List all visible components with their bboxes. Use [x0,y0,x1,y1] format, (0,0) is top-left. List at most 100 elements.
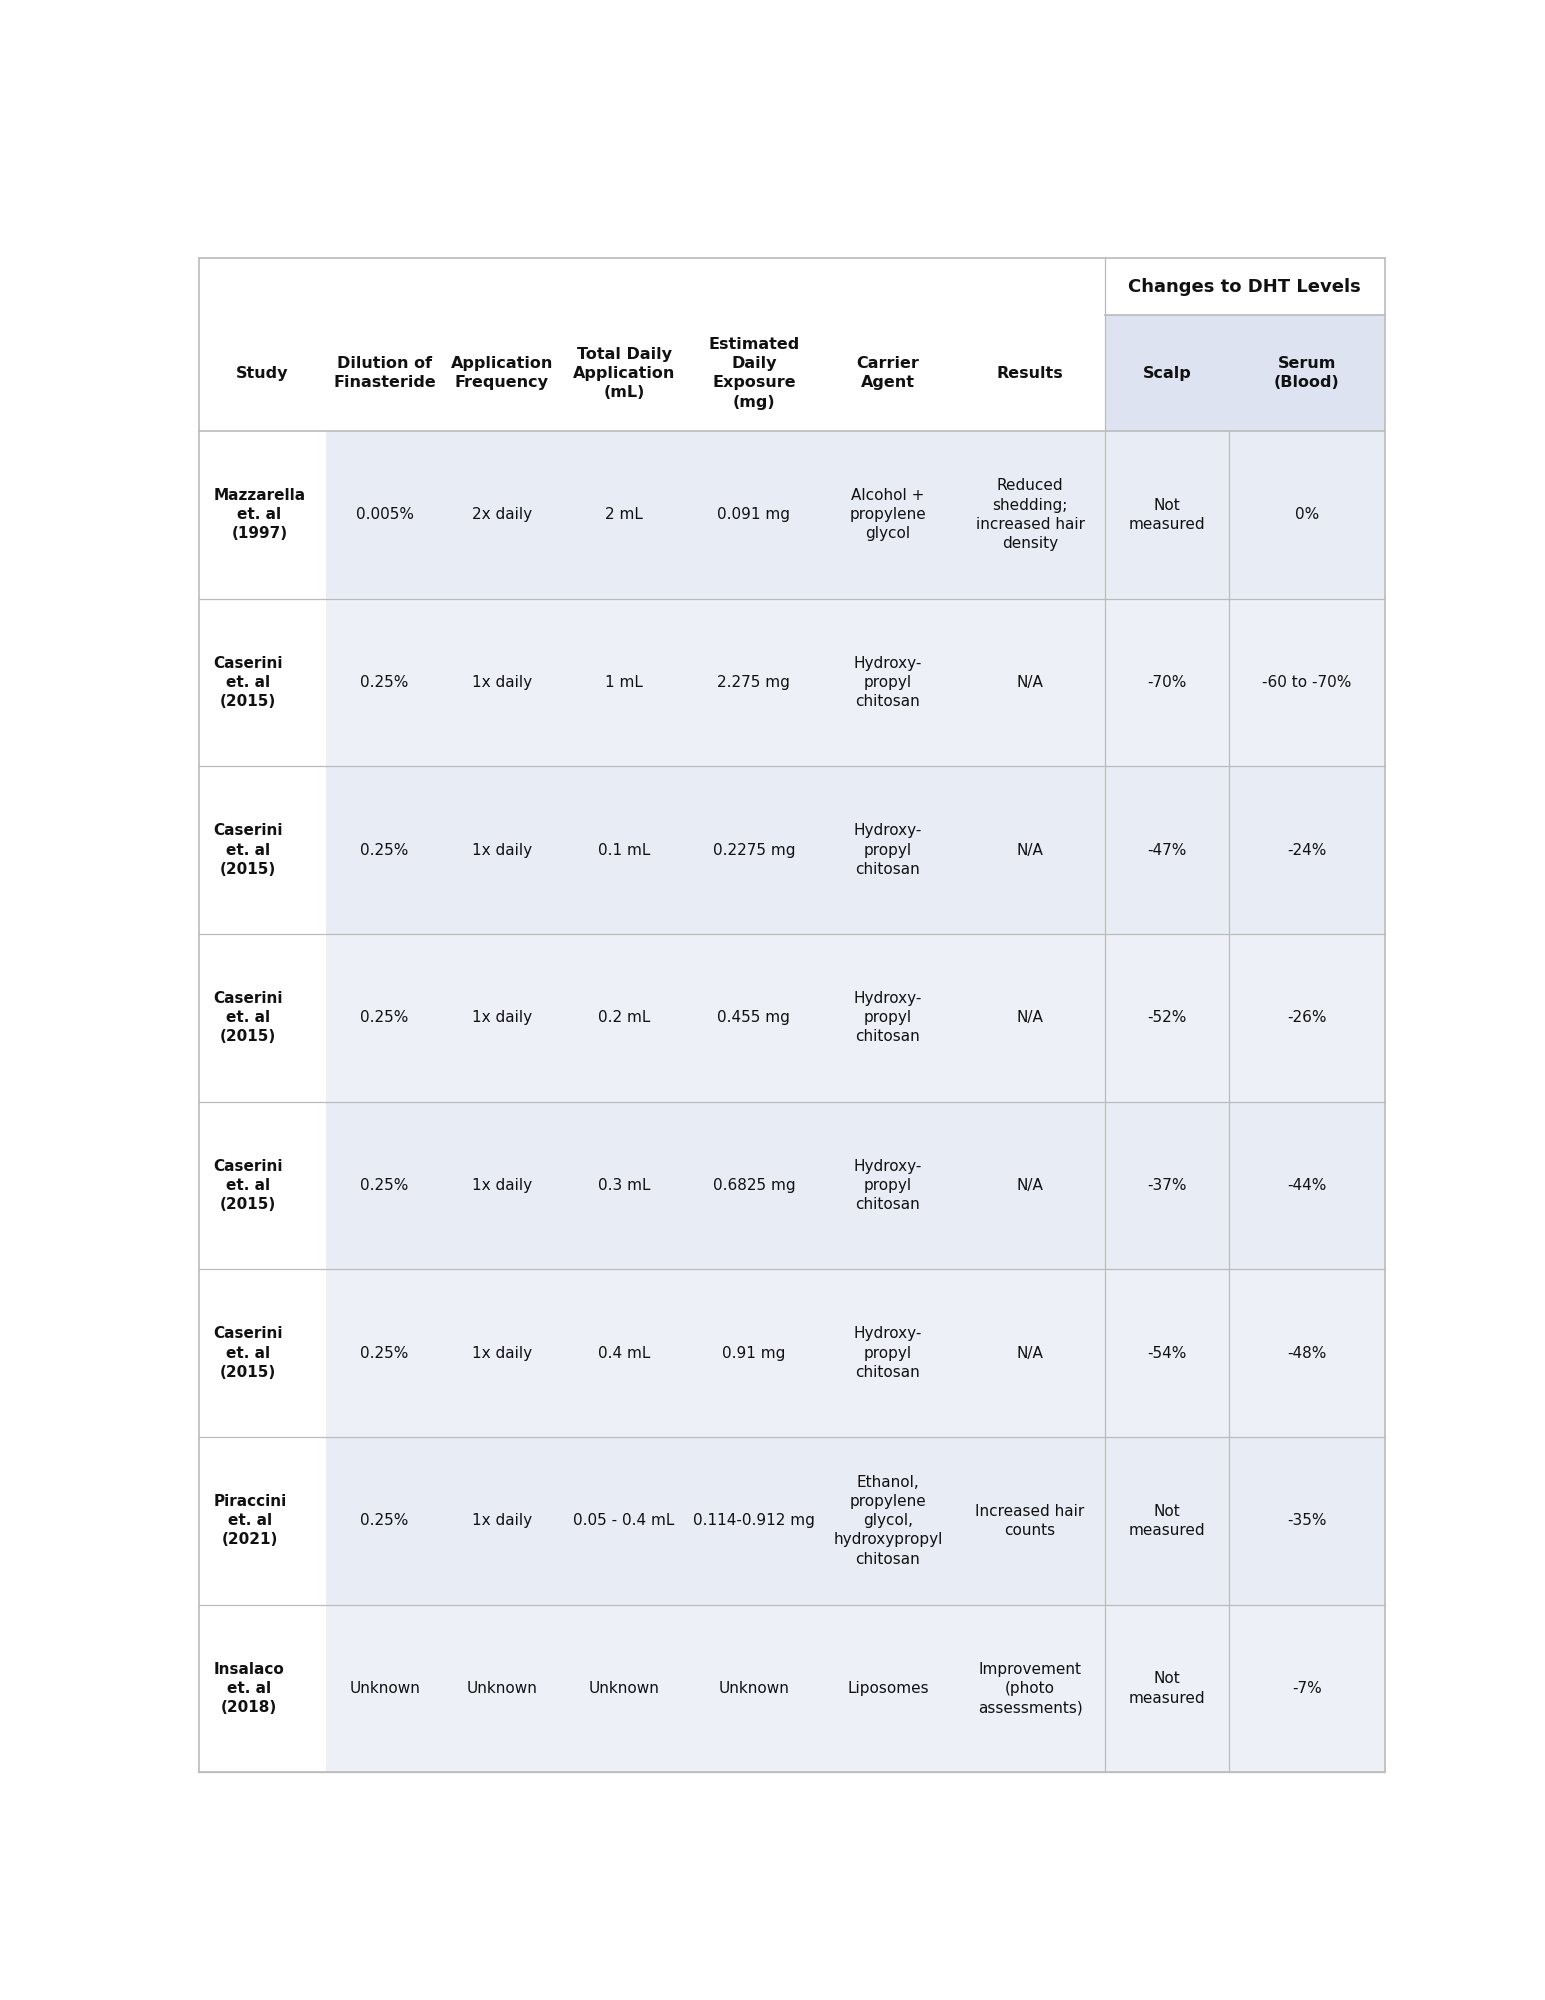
Bar [199,1436,326,1604]
Text: 0.91 mg: 0.91 mg [722,1346,785,1360]
Text: 0.2 mL: 0.2 mL [598,1010,650,1026]
Text: N/A: N/A [1017,674,1043,690]
Text: -47%: -47% [1148,842,1187,858]
Bar [443,1604,561,1772]
Text: 0.4 mL: 0.4 mL [598,1346,650,1360]
Bar [561,766,688,934]
Text: 0.25%: 0.25% [360,1346,409,1360]
Text: Mazzarella
et. al
(1997): Mazzarella et. al (1997) [213,488,306,542]
Bar [561,934,688,1102]
Text: Caserini
et. al
(2015): Caserini et. al (2015) [213,656,283,710]
Bar [443,430,561,598]
Text: N/A: N/A [1017,1346,1043,1360]
Bar [1105,1604,1230,1772]
Bar [326,1270,443,1436]
Bar [1230,766,1384,934]
Bar [199,316,326,430]
Text: Not
measured: Not measured [1129,1672,1205,1706]
Bar [326,766,443,934]
Text: 0.05 - 0.4 mL: 0.05 - 0.4 mL [573,1514,675,1528]
Bar [199,1102,326,1270]
Text: Hydroxy-
propyl
chitosan: Hydroxy- propyl chitosan [854,1158,922,1212]
Bar [820,1102,955,1270]
Bar [955,598,1105,766]
Bar [199,1270,326,1436]
Bar [561,1270,688,1436]
Bar [688,934,820,1102]
Bar [199,430,326,598]
Bar [326,1436,443,1604]
Text: Unknown: Unknown [349,1680,420,1696]
Text: Reduced
shedding;
increased hair
density: Reduced shedding; increased hair density [975,478,1085,552]
Text: Serum
(Blood): Serum (Blood) [1275,356,1340,390]
Text: -54%: -54% [1148,1346,1187,1360]
Bar [955,1436,1105,1604]
Text: Increased hair
counts: Increased hair counts [975,1504,1085,1538]
Text: 0.2275 mg: 0.2275 mg [712,842,796,858]
Text: Results: Results [997,366,1063,380]
Text: 0.005%: 0.005% [355,508,414,522]
Text: Caserini
et. al
(2015): Caserini et. al (2015) [213,1326,283,1380]
Bar [326,598,443,766]
Text: Caserini
et. al
(2015): Caserini et. al (2015) [213,992,283,1044]
Text: Improvement
(photo
assessments): Improvement (photo assessments) [978,1662,1083,1716]
Text: Scalp: Scalp [1143,366,1191,380]
Text: 1x daily: 1x daily [471,1010,531,1026]
Text: 0.455 mg: 0.455 mg [717,1010,791,1026]
Text: Unknown: Unknown [589,1680,660,1696]
Text: 1x daily: 1x daily [471,842,531,858]
Bar [561,1436,688,1604]
Bar [326,430,443,598]
Bar [688,766,820,934]
Text: 0.25%: 0.25% [360,1010,409,1026]
Text: Caserini
et. al
(2015): Caserini et. al (2015) [213,1158,283,1212]
Bar [955,934,1105,1102]
Text: Alcohol +
propylene
glycol: Alcohol + propylene glycol [850,488,925,542]
Bar [1230,1436,1384,1604]
Bar [561,1102,688,1270]
Bar [1105,934,1230,1102]
Text: Unknown: Unknown [718,1680,789,1696]
Bar [199,258,1105,316]
Text: -35%: -35% [1287,1514,1327,1528]
Text: 1x daily: 1x daily [471,1346,531,1360]
Text: 0.25%: 0.25% [360,842,409,858]
Bar [326,316,443,430]
Text: -48%: -48% [1287,1346,1327,1360]
Text: N/A: N/A [1017,1010,1043,1026]
Bar [688,1270,820,1436]
Bar [326,934,443,1102]
Bar [1105,1102,1230,1270]
Bar [326,1604,443,1772]
Bar [1230,316,1384,430]
Bar [199,598,326,766]
Bar [443,1102,561,1270]
Bar [955,1102,1105,1270]
Bar [820,1604,955,1772]
Bar [1105,430,1230,598]
Text: Hydroxy-
propyl
chitosan: Hydroxy- propyl chitosan [854,1326,922,1380]
Bar [1230,1270,1384,1436]
Text: 0.3 mL: 0.3 mL [598,1178,650,1192]
Bar [443,934,561,1102]
Bar [326,1102,443,1270]
Text: Caserini
et. al
(2015): Caserini et. al (2015) [213,824,283,876]
Text: -26%: -26% [1287,1010,1327,1026]
Text: Total Daily
Application
(mL): Total Daily Application (mL) [573,346,675,400]
Text: Hydroxy-
propyl
chitosan: Hydroxy- propyl chitosan [854,992,922,1044]
Bar [955,316,1105,430]
Bar [443,598,561,766]
Bar [199,934,326,1102]
Bar [688,1604,820,1772]
Bar [820,598,955,766]
Text: Not
measured: Not measured [1129,498,1205,532]
Bar [820,1270,955,1436]
Bar [1105,1270,1230,1436]
Text: 0%: 0% [1295,508,1319,522]
Text: N/A: N/A [1017,1178,1043,1192]
Text: 0.1 mL: 0.1 mL [598,842,650,858]
Text: Study: Study [236,366,289,380]
Bar [955,1604,1105,1772]
Bar [561,430,688,598]
Bar [688,1436,820,1604]
